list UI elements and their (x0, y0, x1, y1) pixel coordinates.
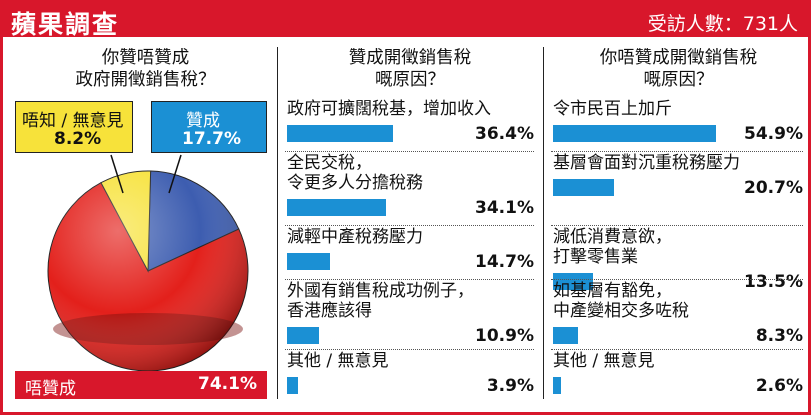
reason-label: 政府可擴闊稅基，增加收入 (287, 99, 491, 119)
row-divider (285, 225, 534, 226)
disagree-reasons-title: 你唔贊成開徵銷售稅 嘅原因？ (599, 48, 758, 90)
legend-unknown: 唔知 / 無意見 8.2% (15, 101, 133, 153)
reason-bar (553, 377, 561, 394)
reason-percent: 36.4% (475, 124, 534, 144)
reason-label: 其他 / 無意見 (553, 351, 655, 371)
pie-gloss (48, 171, 248, 371)
legend-disagree-label: 唔贊成 (25, 379, 76, 399)
reason-label: 減輕中產稅務壓力 (287, 227, 423, 247)
reason-percent: 54.9% (744, 124, 803, 144)
reason-label: 如基層有豁免， 中產變相交多咗稅 (553, 281, 689, 321)
pie-chart-title: 你贊唔贊成 政府開徵銷售稅？ (75, 48, 216, 90)
legend-agree: 贊成 17.7% (151, 101, 267, 153)
reason-bar (287, 377, 299, 394)
reason-label: 全民交稅， 令更多人分擔稅務 (287, 153, 423, 193)
reason-percent: 13.5% (744, 272, 803, 292)
reason-bar (287, 199, 387, 216)
reason-percent: 10.9% (475, 326, 534, 346)
reason-bar (553, 179, 615, 196)
header-bar: 蘋果調查 受訪人數：731人 (3, 3, 808, 39)
legend-agree-label: 贊成 (186, 111, 220, 131)
reason-bar (287, 125, 393, 142)
reason-bar (553, 327, 578, 344)
reason-percent: 2.6% (755, 376, 803, 396)
row-divider (551, 225, 803, 226)
column-divider (277, 47, 278, 399)
row-divider (285, 279, 534, 280)
reason-bar (553, 273, 593, 290)
respondent-count: 受訪人數：731人 (647, 13, 798, 35)
reason-label: 其他 / 無意見 (287, 351, 389, 371)
reason-percent: 8.3% (755, 326, 803, 346)
pie-chart (47, 154, 249, 372)
row-divider (285, 349, 534, 350)
reason-label: 減低消費意欲， 打擊零售業 (553, 227, 672, 267)
legend-agree-percent: 17.7% (182, 129, 241, 149)
row-divider (551, 151, 803, 152)
legend-disagree-percent: 74.1% (198, 374, 257, 394)
row-divider (551, 349, 803, 350)
page-title: 蘋果調查 (11, 10, 120, 39)
leader-line (110, 154, 124, 194)
row-divider (551, 279, 803, 280)
reason-label: 外國有銷售稅成功例子， 香港應該得 (287, 281, 474, 321)
leader-line (168, 154, 182, 194)
legend-disagree: 唔贊成 74.1% (15, 371, 267, 399)
reason-percent: 3.9% (486, 376, 534, 396)
reason-percent: 20.7% (744, 178, 803, 198)
reason-bar (287, 253, 330, 270)
reason-bar (287, 327, 319, 344)
legend-unknown-percent: 8.2% (54, 129, 102, 149)
legend-unknown-label: 唔知 / 無意見 (22, 111, 124, 131)
column-divider (543, 47, 544, 399)
reason-percent: 34.1% (475, 198, 534, 218)
reason-percent: 14.7% (475, 252, 534, 272)
reason-label: 基層會面對沉重稅務壓力 (553, 153, 740, 173)
reason-bar (553, 125, 716, 142)
reason-label: 令市民百上加斤 (553, 99, 672, 119)
row-divider (285, 151, 534, 152)
agree-reasons-title: 贊成開徵銷售稅 嘅原因？ (348, 48, 472, 90)
